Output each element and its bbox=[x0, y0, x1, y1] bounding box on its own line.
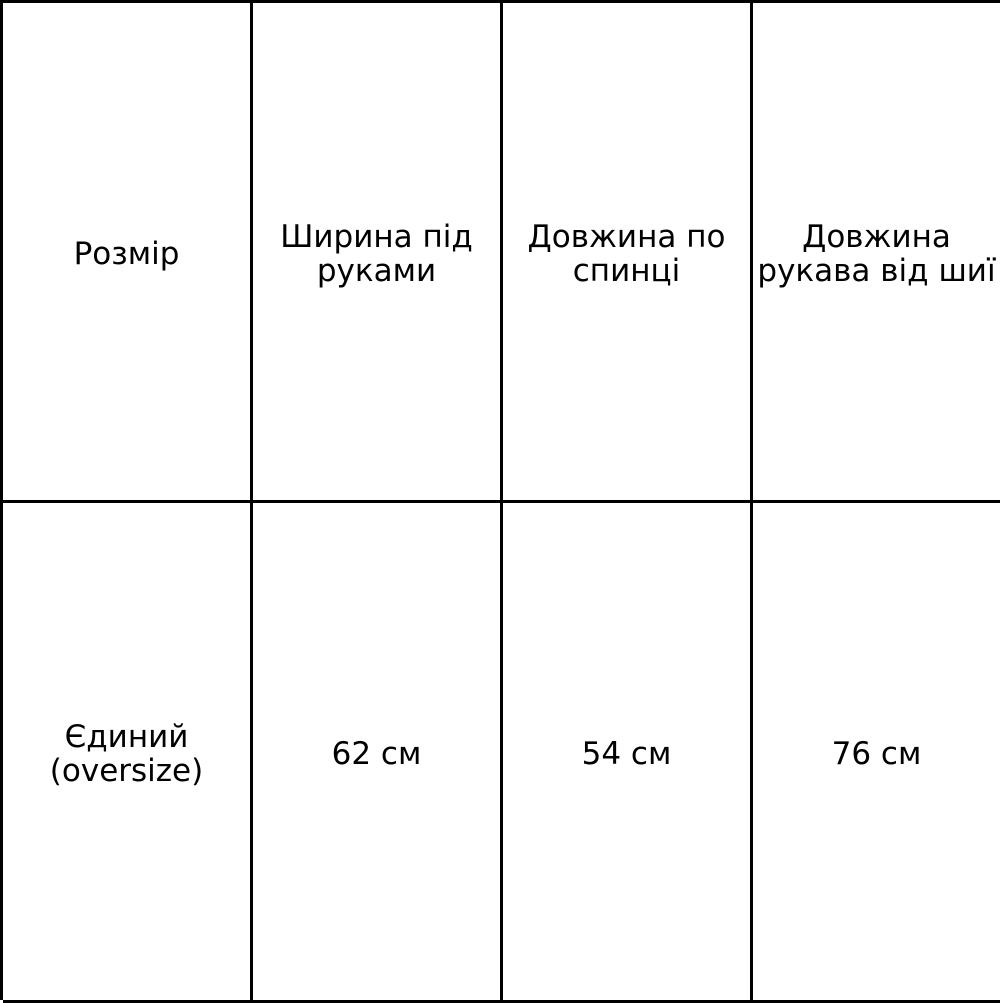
header-label: Ширина під руками bbox=[280, 218, 473, 289]
header-cell-chest-width: Ширина під руками bbox=[253, 3, 503, 503]
header-label: Розмір bbox=[73, 235, 180, 272]
header-cell-sleeve-length: Довжина рукава від шиї bbox=[753, 3, 1000, 503]
header-label: Довжина рукава від шиї bbox=[757, 218, 996, 289]
cell-value: 62 см bbox=[331, 735, 422, 772]
cell-sleeve-length: 76 см bbox=[753, 503, 1000, 1003]
header-cell-back-length: Довжина по спинці bbox=[503, 3, 753, 503]
header-cell-size: Розмір bbox=[3, 3, 253, 503]
cell-back-length: 54 см bbox=[503, 503, 753, 1003]
cell-value: 54 см bbox=[581, 735, 672, 772]
cell-value: 76 см bbox=[831, 735, 922, 772]
cell-value: Єдиний (oversize) bbox=[49, 718, 204, 789]
cell-chest-width: 62 см bbox=[253, 503, 503, 1003]
cell-size: Єдиний (oversize) bbox=[3, 503, 253, 1003]
header-label: Довжина по спинці bbox=[527, 218, 726, 289]
